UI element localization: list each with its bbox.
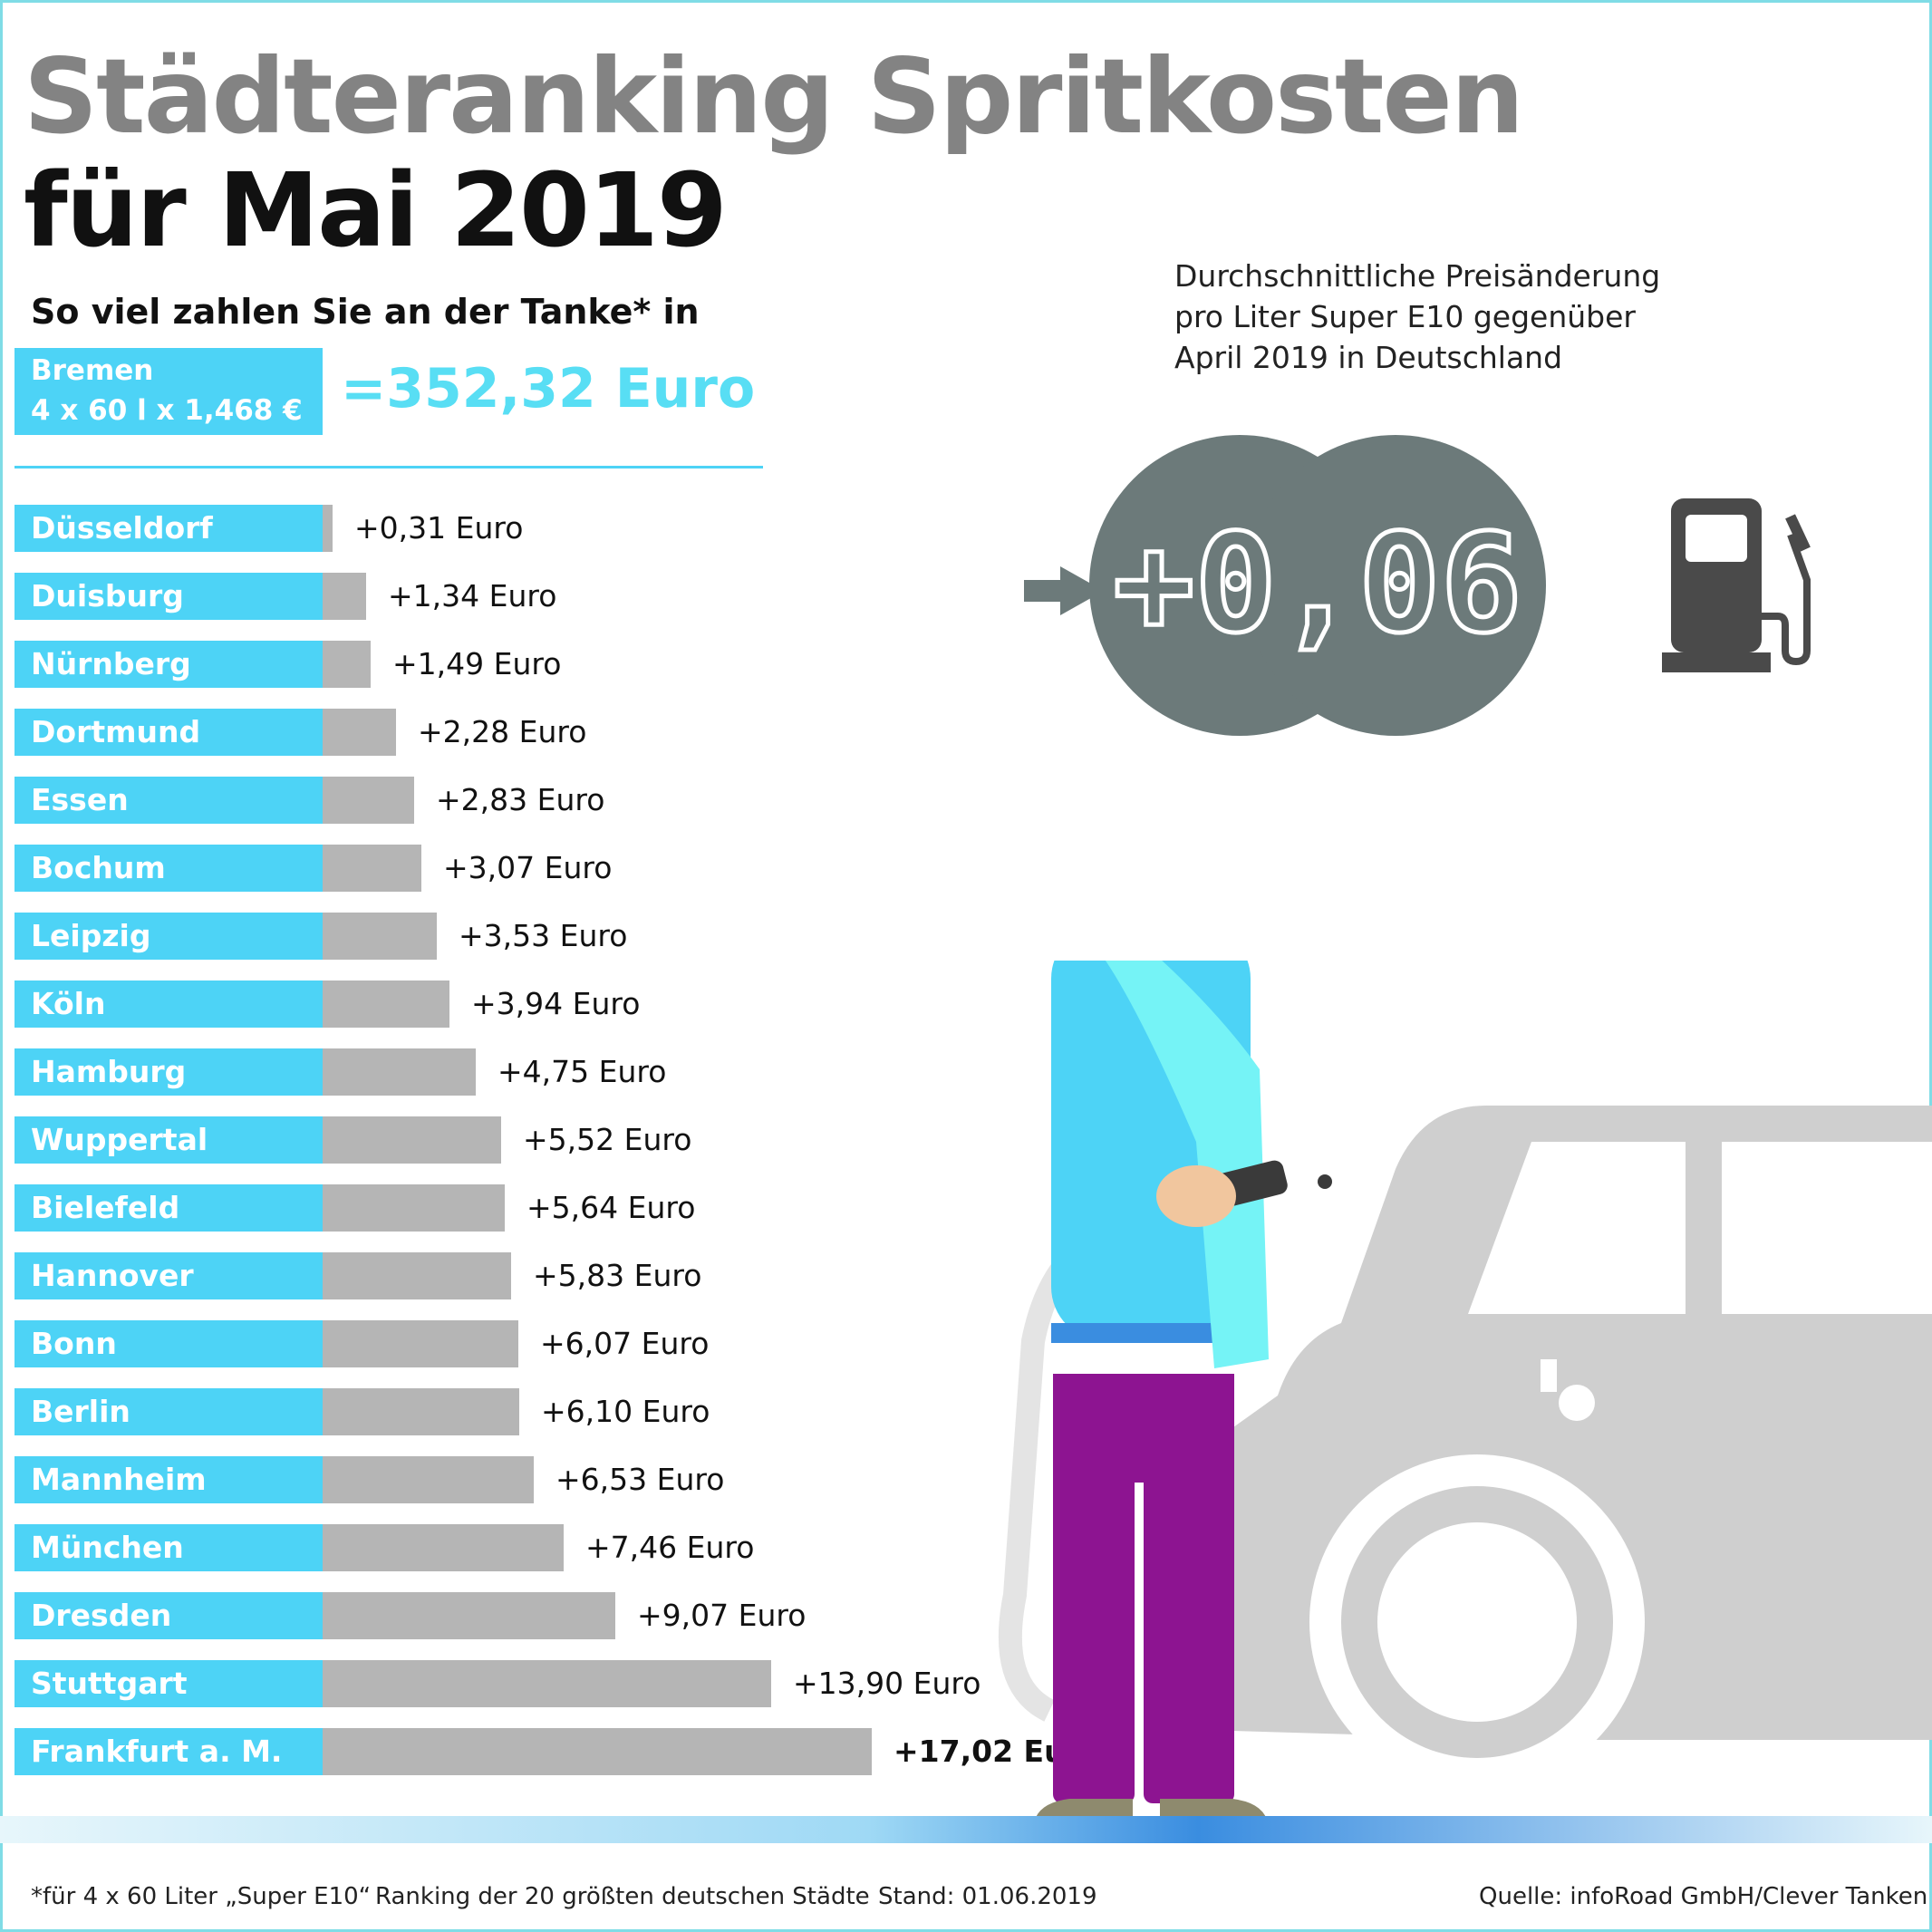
category-label: Essen <box>14 777 323 824</box>
bar <box>323 845 421 892</box>
footer-ranking: Ranking der 20 größten deutschen Städte <box>375 1883 870 1910</box>
data-label: +1,34 Euro <box>388 578 557 613</box>
chart-title: Städteranking Spritkosten <box>24 36 1524 157</box>
category-label: Mannheim <box>14 1456 323 1503</box>
data-label: +2,83 Euro <box>436 782 605 817</box>
category-label: Berlin <box>14 1388 323 1435</box>
price-change-description: Durchschnittliche Preisänderung pro Lite… <box>1174 256 1660 378</box>
category-label: Bochum <box>14 845 323 892</box>
bar <box>323 505 333 552</box>
price-change-line-2: pro Liter Super E10 gegenüber <box>1174 299 1636 334</box>
reference-total: =352,32 Euro <box>341 357 756 420</box>
bar <box>323 573 366 620</box>
data-label: +7,46 Euro <box>585 1530 755 1565</box>
category-label: Düsseldorf <box>14 505 323 552</box>
data-label: +4,75 Euro <box>497 1054 667 1089</box>
price-change-graphic: +0,06 <box>1024 435 1811 736</box>
data-label: +2,28 Euro <box>418 714 587 749</box>
data-label: +5,83 Euro <box>533 1258 702 1293</box>
data-label: +6,53 Euro <box>555 1462 725 1497</box>
arrow-right-icon <box>1024 566 1104 615</box>
category-label: Hannover <box>14 1252 323 1299</box>
bar <box>323 1320 518 1367</box>
data-label: +13,90 Euro <box>793 1666 981 1701</box>
data-label: +6,07 Euro <box>540 1326 710 1361</box>
bar <box>323 1524 564 1571</box>
data-label: +5,52 Euro <box>523 1122 692 1157</box>
bar <box>323 709 396 756</box>
bar <box>323 1116 501 1164</box>
data-label: +6,10 Euro <box>541 1394 710 1429</box>
reference-city-box: Bremen 4 x 60 l x 1,468 € <box>14 348 323 435</box>
data-label: +0,31 Euro <box>354 510 524 546</box>
category-label: Bielefeld <box>14 1184 323 1232</box>
price-change-line-3: April 2019 in Deutschland <box>1174 340 1563 375</box>
bar <box>323 913 437 960</box>
divider-line <box>14 466 763 469</box>
data-label: +9,07 Euro <box>637 1598 807 1633</box>
footer-note: *für 4 x 60 Liter „Super E10“ <box>31 1883 372 1910</box>
footer-source: Quelle: infoRoad GmbH/Clever Tanken <box>1479 1883 1928 1910</box>
category-label: Frankfurt a. M. <box>14 1728 323 1775</box>
price-change-line-1: Durchschnittliche Preisänderung <box>1174 258 1661 294</box>
category-label: Dortmund <box>14 709 323 756</box>
bar <box>323 1184 505 1232</box>
bar <box>323 1660 771 1707</box>
footer-date: Stand: 01.06.2019 <box>878 1883 1097 1910</box>
refueling-illustration <box>998 961 1932 1831</box>
bar <box>323 777 414 824</box>
bar <box>323 1388 519 1435</box>
data-label: +3,53 Euro <box>459 918 628 953</box>
category-label: Köln <box>14 980 323 1028</box>
bar <box>323 1252 511 1299</box>
bar <box>323 1456 534 1503</box>
category-label: Wuppertal <box>14 1116 323 1164</box>
data-label: +3,07 Euro <box>443 850 613 885</box>
category-label: München <box>14 1524 323 1571</box>
bar <box>323 1592 615 1639</box>
reference-formula: 4 x 60 l x 1,468 € <box>31 394 303 427</box>
man-refueling-illustration <box>998 961 1332 1831</box>
bar <box>323 980 449 1028</box>
category-label: Nürnberg <box>14 641 323 688</box>
data-label: +3,94 Euro <box>471 986 641 1021</box>
data-label: +5,64 Euro <box>526 1190 696 1225</box>
data-label: +1,49 Euro <box>392 646 562 681</box>
price-change-value: +0,06 <box>1113 506 1522 663</box>
chart-subtitle-month: für Mai 2019 <box>24 152 728 270</box>
category-label: Duisburg <box>14 573 323 620</box>
reference-city: Bremen <box>31 354 154 387</box>
bar <box>323 1048 476 1096</box>
category-label: Stuttgart <box>14 1660 323 1707</box>
price-change-circles <box>1089 435 1546 736</box>
bar <box>323 641 371 688</box>
category-label: Leipzig <box>14 913 323 960</box>
intro-text: So viel zahlen Sie an der Tanke* in <box>31 292 700 332</box>
category-label: Hamburg <box>14 1048 323 1096</box>
car-illustration <box>1178 1106 1932 1790</box>
bar <box>323 1728 872 1775</box>
fuel-pump-icon <box>1662 498 1811 672</box>
category-label: Bonn <box>14 1320 323 1367</box>
bottom-color-strip <box>0 1816 1932 1843</box>
category-label: Dresden <box>14 1592 323 1639</box>
